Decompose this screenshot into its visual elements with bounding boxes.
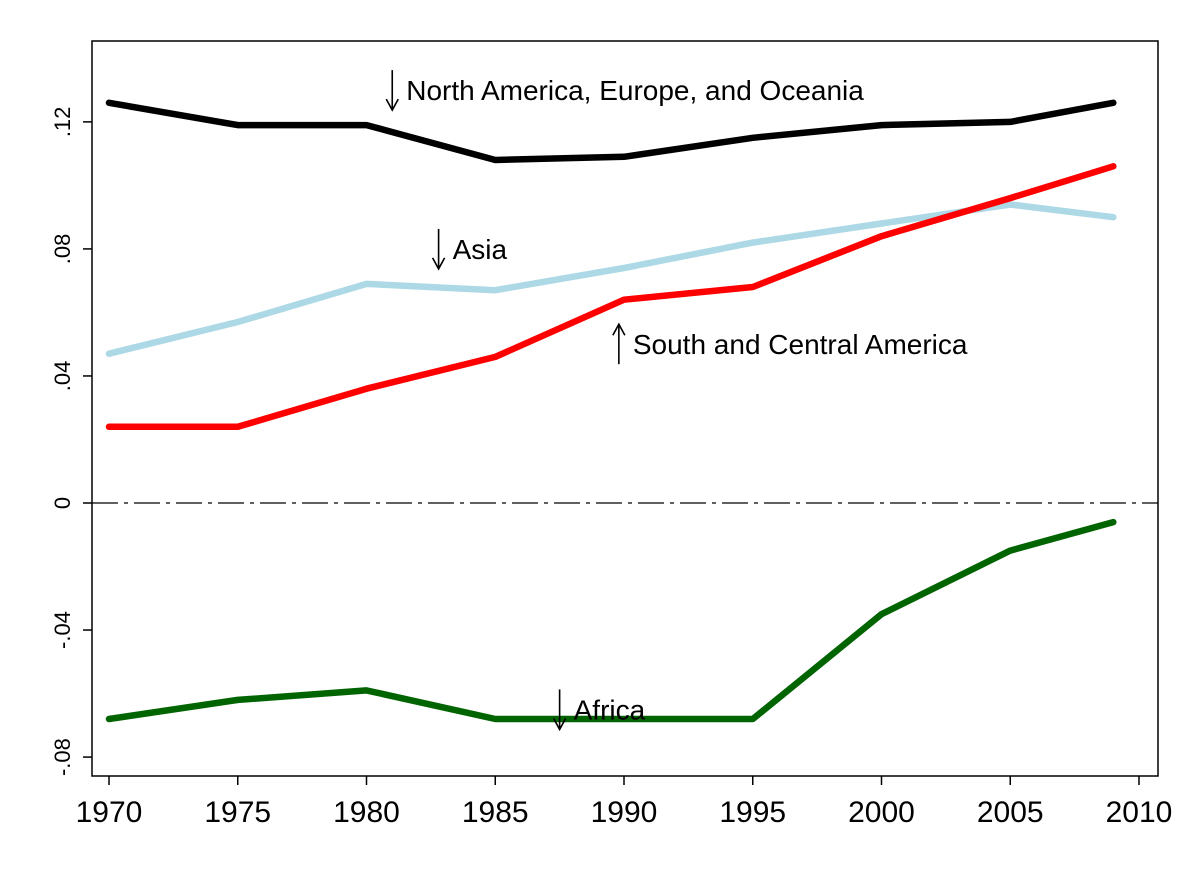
x-tick-label: 1985 <box>462 796 529 829</box>
annotation-arrow-head <box>431 257 446 271</box>
y-tick-label: 0 <box>50 497 75 509</box>
y-tick-label: .12 <box>50 107 75 138</box>
x-tick-label: 1975 <box>204 796 271 829</box>
x-tick-label: 2000 <box>848 796 915 829</box>
x-tick-label: 1995 <box>719 796 786 829</box>
series-line <box>105 99 1117 164</box>
annotation-label: North America, Europe, and Oceania <box>406 75 864 106</box>
y-axis: -.08 -.04 0 .04 .08 .12 <box>50 107 92 776</box>
annotation-arrow-head <box>385 98 399 112</box>
y-tick-label: -.08 <box>50 738 75 776</box>
y-tick-label: -.04 <box>50 611 75 649</box>
y-tick-label: .08 <box>50 234 75 265</box>
annotation-label: South and Central America <box>633 329 968 360</box>
annotation-arrow-head <box>612 322 626 336</box>
annotation: Africa <box>552 689 646 732</box>
x-tick-label: 1990 <box>591 796 658 829</box>
plot-frame <box>91 40 1159 777</box>
x-tick-label: 1970 <box>76 796 143 829</box>
series-line <box>105 518 1117 723</box>
annotation: Asia <box>431 228 508 271</box>
annotation-label: Asia <box>453 234 508 265</box>
annotation-layer: North America, Europe, and Oceania Asia So… <box>385 70 968 732</box>
x-axis: 1970 1975 1980 1985 1990 1995 2000 2005 2010 <box>76 776 1173 829</box>
x-tick-label: 1980 <box>333 796 400 829</box>
annotation-arrow-head <box>552 718 567 732</box>
x-tick-label: 2010 <box>1106 796 1173 829</box>
x-tick-label: 2005 <box>977 796 1044 829</box>
series-line <box>105 163 1117 431</box>
annotation-label: Africa <box>574 694 646 725</box>
annotation: South and Central America <box>612 322 968 365</box>
y-tick-label: .04 <box>50 361 75 392</box>
annotation: North America, Europe, and Oceania <box>385 70 864 112</box>
series-layer <box>105 99 1117 723</box>
